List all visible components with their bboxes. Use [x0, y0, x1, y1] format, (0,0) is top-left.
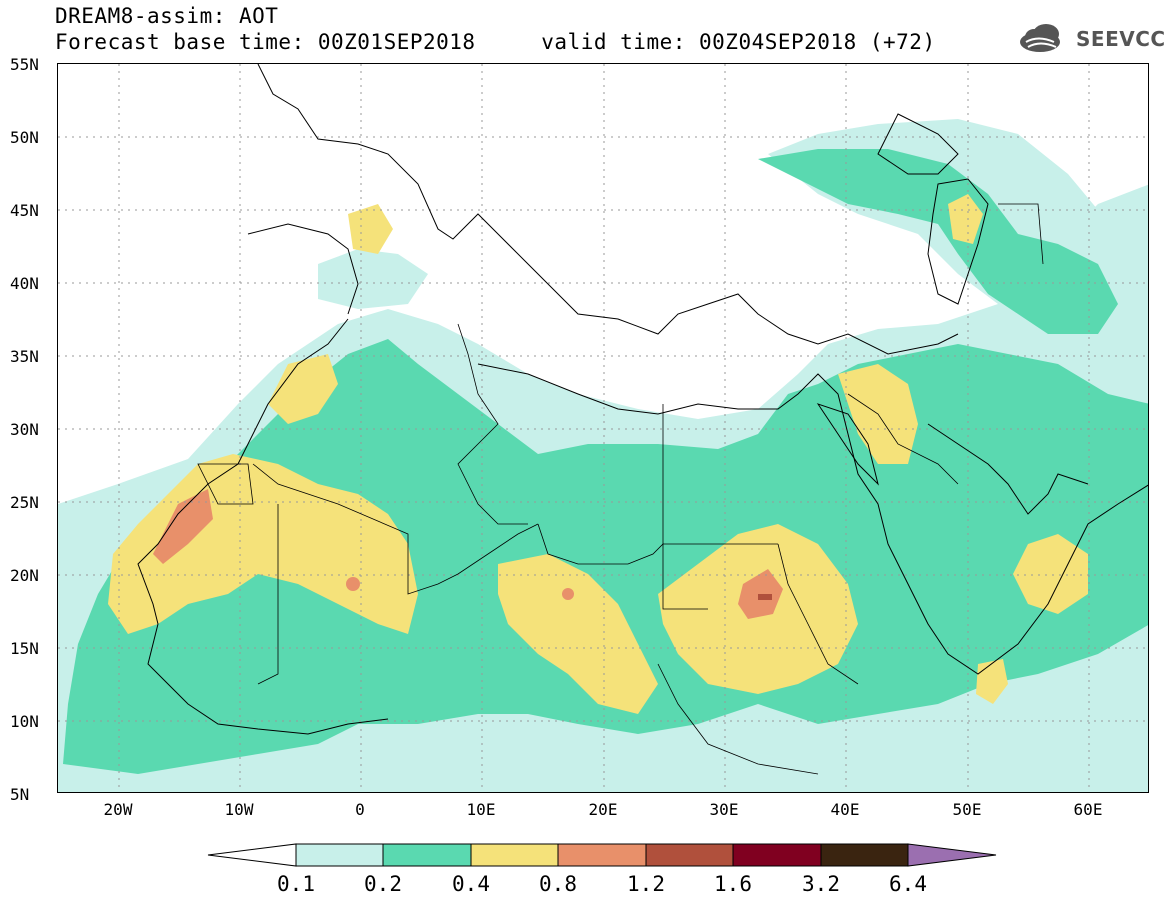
colorbar-level-label: 3.2 — [802, 872, 840, 896]
cloud-icon — [1020, 24, 1060, 52]
forecast-time-subtitle: Forecast base time: 00Z01SEP2018 valid t… — [55, 30, 936, 54]
lat-tick-label: 40N — [10, 274, 39, 293]
lon-tick-label: 10W — [224, 800, 254, 819]
lon-tick-label: 0 — [355, 800, 365, 819]
lon-tick-label: 60E — [1073, 800, 1103, 819]
aot-shading — [58, 119, 1148, 792]
colorbar-segment — [557, 843, 647, 867]
lat-tick-label: 15N — [10, 639, 39, 658]
lat-tick-label: 25N — [10, 493, 39, 512]
lat-tick-label: 30N — [10, 420, 39, 439]
lat-tick-label: 45N — [10, 201, 39, 220]
lon-tick-label: 30E — [709, 800, 739, 819]
lat-tick-label: 10N — [10, 712, 39, 731]
lon-tick-label: 40E — [830, 800, 860, 819]
coastlines — [137, 64, 1148, 735]
colorbar-segment — [820, 843, 909, 867]
lat-tick-label: 5N — [10, 785, 30, 804]
lon-tick-label: 20E — [588, 800, 618, 819]
colorbar-level-label: 0.2 — [364, 872, 402, 896]
lat-tick-label: 55N — [10, 55, 39, 74]
colorbar-segment — [470, 843, 559, 867]
colorbar-lower-arrow — [207, 843, 297, 867]
logo-text: SEEVCCC — [1076, 27, 1165, 51]
aot-map — [57, 63, 1149, 793]
colorbar-upper-arrow — [907, 843, 997, 867]
lat-tick-label: 35N — [10, 347, 39, 366]
country-borders — [197, 203, 1044, 775]
colorbar-segment — [382, 843, 472, 867]
colorbar-level-label: 1.6 — [714, 872, 752, 896]
colorbar-level-label: 0.8 — [539, 872, 577, 896]
lon-tick-label: 10E — [466, 800, 496, 819]
lon-tick-label: 20W — [103, 800, 133, 819]
lon-tick-label: 50E — [952, 800, 982, 819]
colorbar-level-label: 1.2 — [627, 872, 665, 896]
colorbar-level-label: 0.1 — [277, 872, 315, 896]
aot-colorbar — [207, 843, 997, 867]
colorbar-segment — [645, 843, 734, 867]
graticule — [58, 64, 1148, 792]
colorbar-level-label: 6.4 — [889, 872, 927, 896]
lat-tick-label: 20N — [10, 566, 39, 585]
aot-map-canvas — [58, 64, 1148, 792]
colorbar-segment — [732, 843, 822, 867]
map-title: DREAM8-assim: AOT — [55, 4, 279, 28]
colorbar-segment — [295, 843, 384, 867]
colorbar-level-label: 0.4 — [452, 872, 490, 896]
lat-tick-label: 50N — [10, 128, 39, 147]
